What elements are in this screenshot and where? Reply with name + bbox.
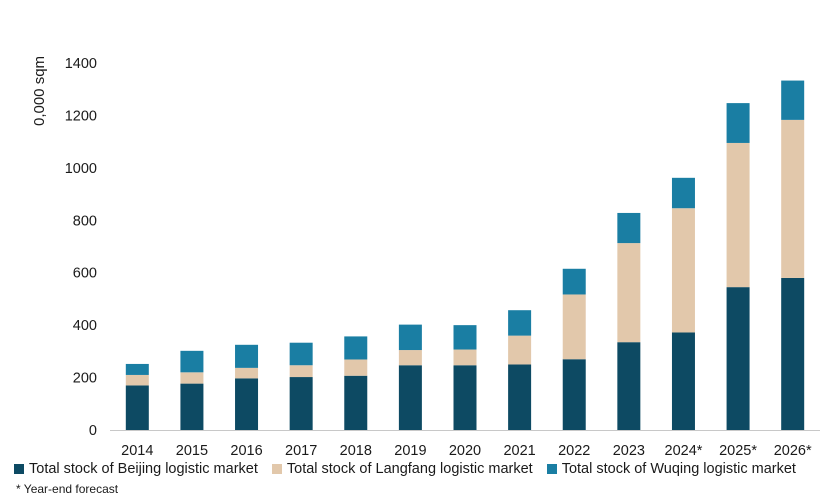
bar-segment-wuqing-2014: [125, 363, 149, 375]
x-axis-ticks: 2014 2015 2016 2017 2018 2019 2020 2021 2022 2023…: [121, 443, 812, 455]
x-tick-label: 2026*: [774, 443, 812, 455]
x-tick-label: 2018: [340, 443, 372, 455]
footnote: * Year-end forecast: [16, 482, 119, 496]
bar-segment-beijing-2021: [508, 364, 532, 430]
legend-item-beijing: Total stock of Beijing logistic market: [14, 461, 258, 477]
y-tick-label: 400: [73, 318, 97, 334]
bar-segment-beijing-2025: [726, 287, 750, 430]
bar-segment-wuqing-2016: [235, 344, 259, 368]
y-tick-label: 1200: [65, 108, 97, 124]
y-tick-label: 1400: [65, 56, 97, 72]
bars: [125, 80, 805, 430]
bar-segment-langfang-2023: [617, 243, 641, 343]
bar-segment-beijing-2026: [781, 277, 805, 430]
bar-segment-wuqing-2025: [726, 103, 750, 143]
bar-segment-beijing-2016: [235, 378, 259, 430]
x-tick-label: 2014: [121, 443, 153, 455]
x-tick-label: 2022: [558, 443, 590, 455]
bar-segment-langfang-2016: [235, 367, 259, 379]
bar-segment-wuqing-2024: [671, 177, 695, 209]
bar-segment-wuqing-2015: [180, 350, 204, 373]
bar-segment-beijing-2017: [289, 377, 313, 430]
bar-segment-langfang-2022: [562, 294, 586, 360]
bar-segment-wuqing-2023: [617, 212, 641, 244]
legend-item-wuqing: Total stock of Wuqing logistic market: [546, 461, 796, 477]
legend-label-langfang: Total stock of Langfang logistic market: [286, 461, 533, 477]
bar-segment-langfang-2026: [781, 119, 805, 278]
bar-segment-wuqing-2018: [344, 336, 368, 360]
legend-swatch-langfang: [271, 464, 282, 474]
x-tick-label: 2021: [503, 443, 535, 455]
bar-segment-beijing-2020: [453, 365, 477, 430]
y-tick-label: 600: [73, 266, 97, 282]
bar-segment-beijing-2023: [617, 342, 641, 430]
bar-segment-beijing-2014: [125, 385, 149, 430]
bar-segment-langfang-2025: [726, 142, 750, 288]
bar-segment-wuqing-2022: [562, 268, 586, 295]
bar-segment-langfang-2024: [671, 208, 695, 333]
legend-label-wuqing: Total stock of Wuqing logistic market: [561, 461, 796, 477]
bar-segment-langfang-2020: [453, 349, 477, 366]
x-tick-label: 2019: [394, 443, 426, 455]
legend-swatch-beijing: [14, 464, 24, 474]
x-tick-label: 2016: [230, 443, 262, 455]
bar-segment-wuqing-2026: [781, 80, 805, 120]
y-axis-ticks: 0 200 400 600 800 1000 1200 1400: [65, 56, 97, 439]
bar-segment-wuqing-2019: [398, 324, 422, 351]
y-axis-label: 0,000 sqm: [31, 56, 48, 126]
bar-segment-wuqing-2017: [289, 342, 313, 366]
x-tick-label: 2017: [285, 443, 317, 455]
bar-segment-langfang-2017: [289, 365, 313, 378]
x-tick-label: 2024*: [665, 443, 703, 455]
legend-swatch-wuqing: [546, 464, 557, 474]
x-tick-label: 2023: [613, 443, 645, 455]
bar-segment-langfang-2019: [398, 350, 422, 366]
bar-segment-wuqing-2021: [508, 310, 532, 336]
legend-label-beijing: Total stock of Beijing logistic market: [29, 461, 258, 477]
x-tick-label: 2025*: [719, 443, 757, 455]
bar-segment-beijing-2024: [671, 332, 695, 430]
y-tick-label: 800: [73, 213, 97, 229]
x-tick-label: 2020: [449, 443, 481, 455]
bar-segment-beijing-2018: [344, 375, 368, 430]
bar-segment-langfang-2021: [508, 335, 532, 365]
bar-segment-langfang-2014: [125, 374, 149, 386]
bar-segment-beijing-2015: [180, 383, 204, 430]
bar-segment-langfang-2018: [344, 359, 368, 376]
bar-segment-langfang-2015: [180, 372, 204, 384]
legend: Total stock of Beijing logistic market T…: [14, 461, 810, 477]
y-tick-label: 0: [89, 423, 97, 439]
bar-segment-beijing-2019: [398, 365, 422, 430]
x-tick-label: 2015: [176, 443, 208, 455]
legend-item-langfang: Total stock of Langfang logistic market: [271, 461, 533, 477]
bar-segment-wuqing-2020: [453, 325, 477, 350]
bar-segment-beijing-2022: [562, 359, 586, 430]
y-tick-label: 200: [73, 371, 97, 387]
y-tick-label: 1000: [65, 161, 97, 177]
